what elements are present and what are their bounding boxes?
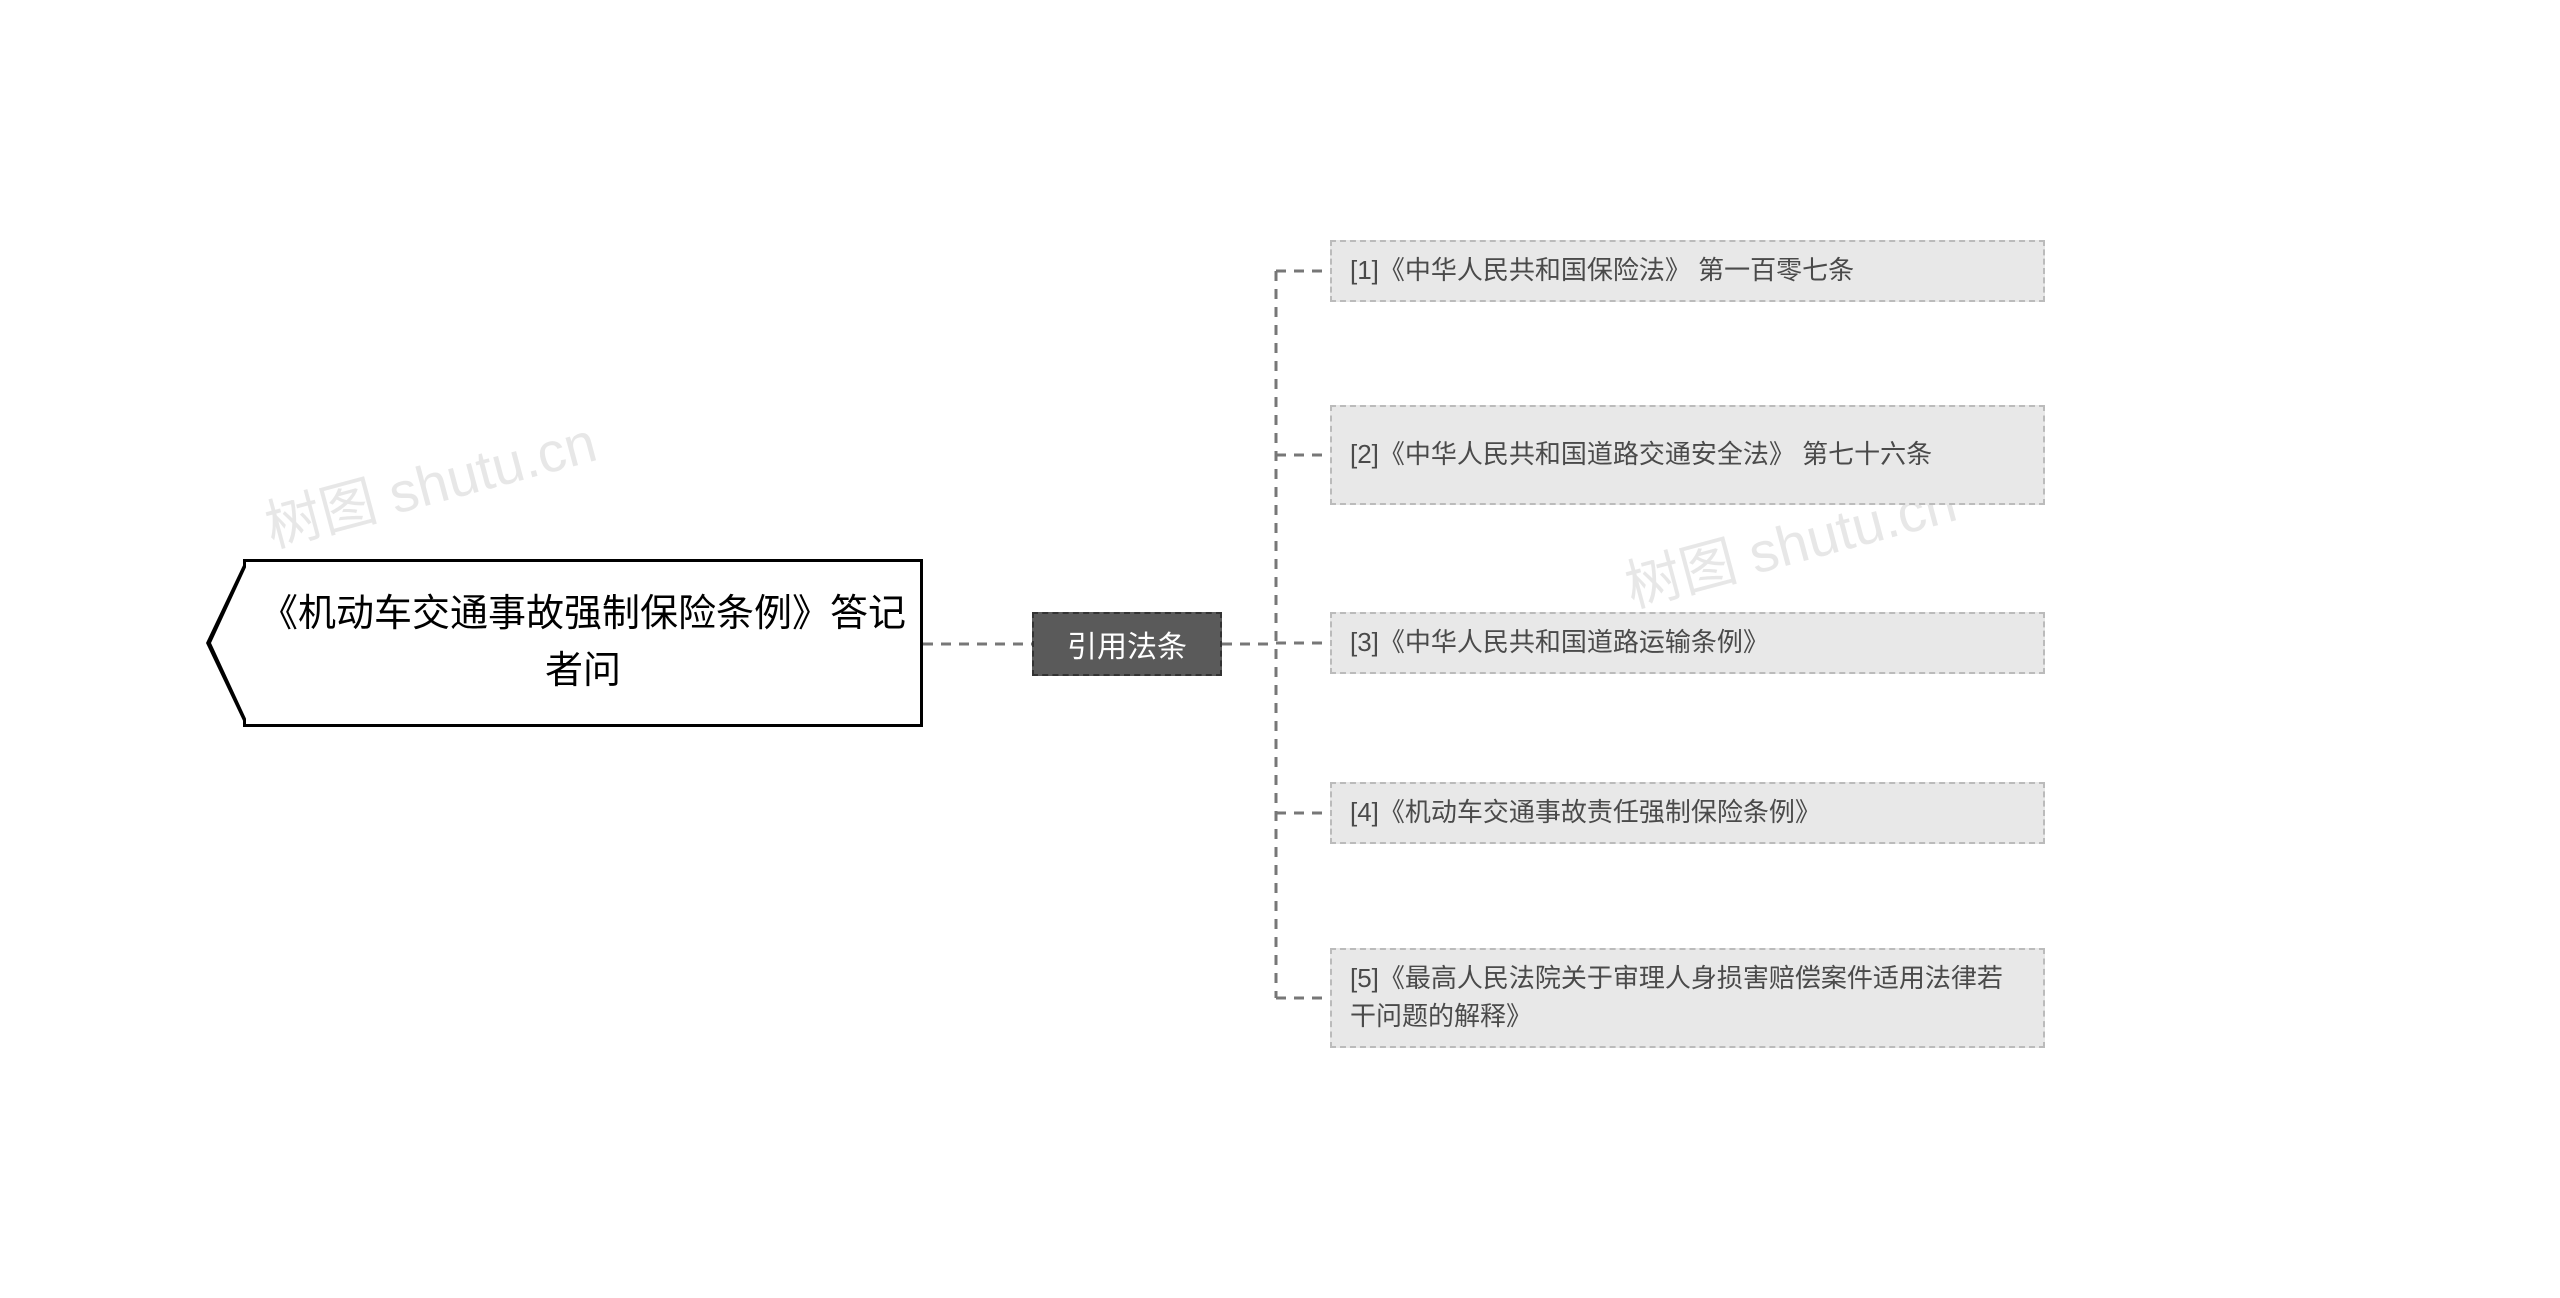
leaf-node-3[interactable]: [3]《中华人民共和国道路运输条例》: [1330, 612, 2045, 674]
sub-node-label: 引用法条: [1067, 622, 1187, 666]
mindmap-canvas: 树图 shutu.cn 树图 shutu.cn 《机动车交通事故强制保险条例》答…: [0, 0, 2560, 1298]
leaf-node-4[interactable]: [4]《机动车交通事故责任强制保险条例》: [1330, 782, 2045, 844]
leaf-node-1[interactable]: [1]《中华人民共和国保险法》 第一百零七条: [1330, 240, 2045, 302]
leaf-node-label: [2]《中华人民共和国道路交通安全法》 第七十六条: [1350, 436, 1932, 474]
leaf-node-2[interactable]: [2]《中华人民共和国道路交通安全法》 第七十六条: [1330, 405, 2045, 505]
watermark-1: 树图 shutu.cn: [255, 397, 604, 563]
leaf-node-label: [1]《中华人民共和国保险法》 第一百零七条: [1350, 252, 1854, 290]
leaf-node-label: [5]《最高人民法院关于审理人身损害赔偿案件适用法律若干问题的解释》: [1350, 960, 2025, 1035]
root-node[interactable]: 《机动车交通事故强制保险条例》答记者问: [243, 559, 923, 727]
root-node-label: 《机动车交通事故强制保险条例》答记者问: [246, 586, 920, 700]
leaf-node-5[interactable]: [5]《最高人民法院关于审理人身损害赔偿案件适用法律若干问题的解释》: [1330, 948, 2045, 1048]
leaf-node-label: [4]《机动车交通事故责任强制保险条例》: [1350, 794, 1821, 832]
sub-node-citations[interactable]: 引用法条: [1032, 612, 1222, 676]
leaf-node-label: [3]《中华人民共和国道路运输条例》: [1350, 624, 1769, 662]
